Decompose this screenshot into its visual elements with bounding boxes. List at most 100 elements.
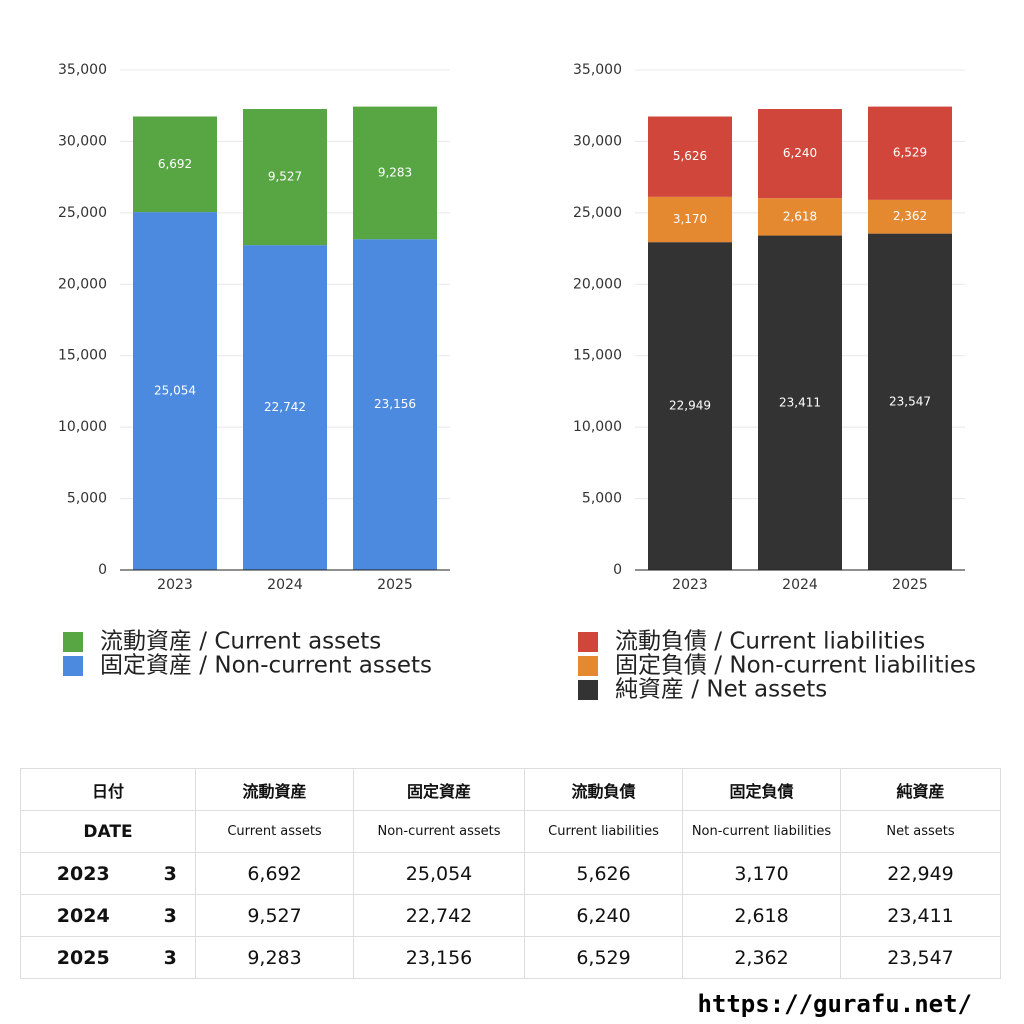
- table-cell: 22,742: [353, 894, 526, 937]
- value-label: 3,170: [673, 212, 707, 226]
- table-cell: Non-current liabilities: [682, 810, 842, 853]
- table-cell: Current liabilities: [524, 810, 684, 853]
- table-row: DATE Current assets Non-current assets Curr…: [19, 810, 1002, 853]
- bar-segment: [648, 196, 732, 243]
- table-cell: 6,692: [195, 852, 355, 895]
- bar-segment: [868, 106, 952, 200]
- y-tick-label: 15,000: [58, 348, 107, 364]
- value-label: 2,618: [783, 209, 817, 223]
- table-row: 日付 流動資産 固定資産 流動負債 固定負債 純資産: [19, 768, 1002, 811]
- value-label: 23,156: [374, 397, 416, 411]
- bar-segment: [648, 242, 732, 570]
- value-label: 23,547: [889, 394, 931, 408]
- bar-segment: [868, 199, 952, 234]
- x-tick-label: 2024: [267, 577, 303, 593]
- table-cell: 2,362: [682, 936, 842, 979]
- value-label: 9,527: [268, 170, 302, 184]
- bar-segment: [243, 109, 327, 246]
- bar-segment: [353, 239, 437, 570]
- y-tick-label: 0: [98, 562, 107, 578]
- y-tick-label: 10,000: [573, 419, 622, 435]
- table-cell: Net assets: [840, 810, 1002, 853]
- table-cell: 2025: [20, 936, 146, 979]
- table-cell: 固定負債: [682, 768, 842, 811]
- x-tick-label: 2024: [782, 577, 818, 593]
- bar-segment: [133, 116, 217, 213]
- value-label: 6,692: [158, 157, 192, 171]
- y-tick-label: 25,000: [573, 205, 622, 221]
- y-tick-label: 35,000: [573, 62, 622, 78]
- value-label: 22,742: [264, 400, 306, 414]
- y-tick-label: 0: [613, 562, 622, 578]
- value-label: 9,283: [378, 165, 412, 179]
- y-tick-label: 20,000: [573, 276, 622, 292]
- value-label: 6,240: [783, 146, 817, 160]
- data-table: 日付 流動資産 固定資産 流動負債 固定負債 純資産 DATE Current assets N…: [19, 768, 1002, 979]
- charts: 0 5,000 10,000 15,000 20,000 25,000 30,000 35,0…: [58, 62, 976, 703]
- x-tick-label: 2025: [892, 577, 928, 593]
- table-cell: Current assets: [195, 810, 355, 853]
- y-tick-label: 10,000: [58, 419, 107, 435]
- bar-segment: [133, 212, 217, 571]
- legend-swatch: [578, 632, 598, 652]
- legend-label: 流動資産 / Current assets: [100, 629, 381, 655]
- table-cell: 5,626: [524, 852, 684, 895]
- y-tick-label: 5,000: [67, 491, 107, 507]
- table-cell: 23,156: [353, 936, 526, 979]
- legend-swatch: [63, 632, 83, 652]
- y-tick-label: 5,000: [582, 491, 622, 507]
- y-tick-label: 15,000: [573, 348, 622, 364]
- legend-swatch: [63, 656, 83, 676]
- bar-segment: [243, 245, 327, 570]
- bar-segment: [353, 106, 437, 240]
- y-tick-label: 30,000: [573, 133, 622, 149]
- y-tick-label: 30,000: [58, 133, 107, 149]
- table-cell: 2023: [20, 852, 146, 895]
- x-tick-label: 2025: [377, 577, 413, 593]
- table-cell: 2,618: [682, 894, 842, 937]
- legend-label: 純資産 / Net assets: [615, 677, 827, 703]
- y-tick-label: 25,000: [58, 205, 107, 221]
- table-row: 2023 3 6,692 25,054 5,626 3,170 22,949: [20, 852, 1002, 895]
- table-cell: 固定資産: [353, 768, 526, 811]
- bar-segment: [758, 235, 842, 571]
- table-cell: 純資産: [840, 768, 1002, 811]
- value-label: 22,949: [669, 399, 711, 413]
- footer-url: https://gurafu.net/: [697, 990, 972, 1018]
- table-cell: 23,547: [840, 936, 1002, 979]
- legend-label: 固定資産 / Non-current assets: [100, 653, 432, 679]
- value-label: 25,054: [154, 384, 196, 398]
- x-tick-label: 2023: [672, 577, 708, 593]
- table-cell: 日付: [19, 768, 197, 811]
- value-label: 5,626: [673, 149, 707, 163]
- value-label: 2,362: [893, 209, 927, 223]
- table-cell: 6,529: [524, 936, 684, 979]
- table-cell: 22,949: [840, 852, 1002, 895]
- legend-label: 流動負債 / Current liabilities: [615, 629, 925, 655]
- table-cell: 9,527: [195, 894, 355, 937]
- legend-swatch: [578, 656, 598, 676]
- value-label: 6,529: [893, 146, 927, 160]
- table-cell: 23,411: [840, 894, 1002, 937]
- legend-swatch: [578, 680, 598, 700]
- value-label: 23,411: [779, 395, 821, 409]
- legend-label: 固定負債 / Non-current liabilities: [615, 653, 976, 679]
- table-cell: 3: [145, 852, 196, 895]
- table-cell: 3: [145, 894, 196, 937]
- table-cell: 9,283: [195, 936, 355, 979]
- table-cell: 25,054: [353, 852, 526, 895]
- y-tick-label: 35,000: [58, 62, 107, 78]
- y-tick-label: 20,000: [58, 276, 107, 292]
- table-cell: Non-current assets: [353, 810, 526, 853]
- table-cell: 3,170: [682, 852, 842, 895]
- table-row: 2025 3 9,283 23,156 6,529 2,362 23,547: [20, 936, 1002, 979]
- x-tick-label: 2023: [157, 577, 193, 593]
- table-cell: 3: [145, 936, 196, 979]
- table-cell: DATE: [19, 810, 197, 853]
- table-cell: 6,240: [524, 894, 684, 937]
- bar-segment: [868, 233, 952, 570]
- table-cell: 流動負債: [524, 768, 684, 811]
- table-cell: 流動資産: [195, 768, 355, 811]
- table-cell: 2024: [20, 894, 146, 937]
